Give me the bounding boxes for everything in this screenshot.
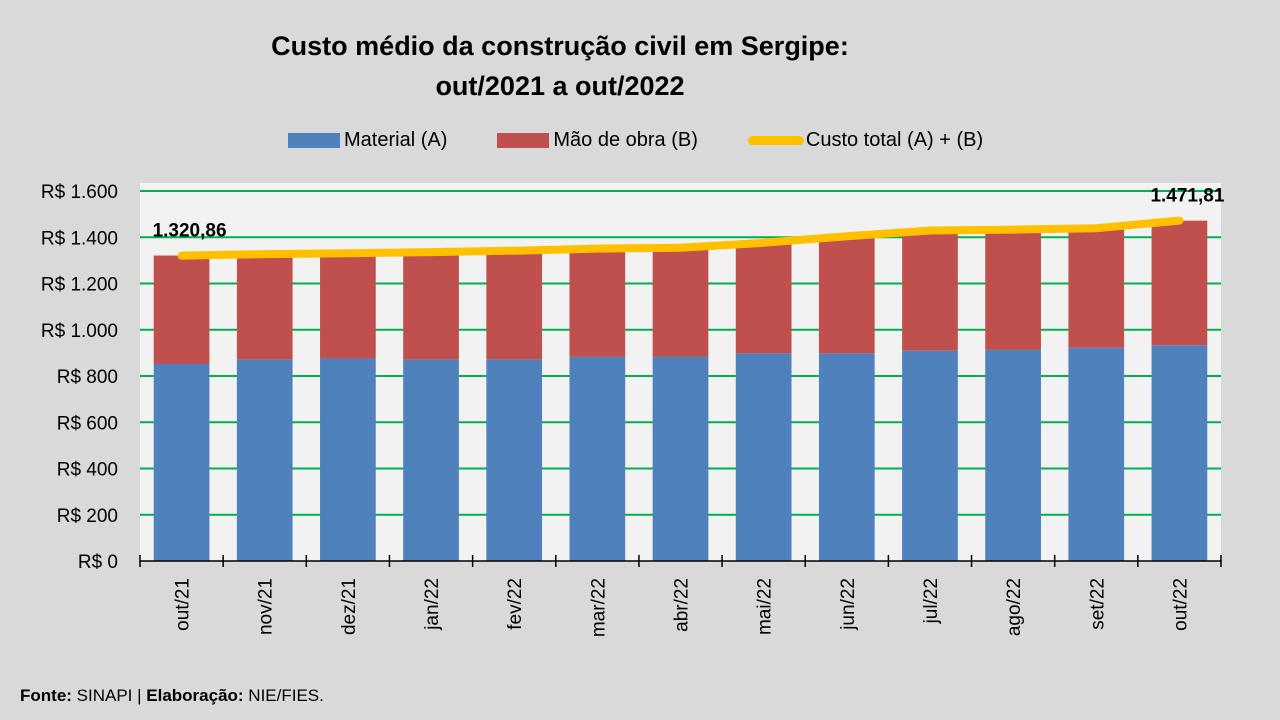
bar-labor	[153, 255, 210, 364]
bar-material	[652, 356, 709, 561]
bar-material	[985, 349, 1041, 561]
legend-label-total: Custo total (A) + (B)	[805, 128, 984, 151]
chart-title-line1: Custo médio da construção civil em Sergi…	[271, 31, 849, 61]
x-tick-label: jan/22	[422, 578, 443, 631]
legend-swatch-material	[288, 132, 340, 148]
bar-material	[735, 353, 792, 561]
y-tick-label: R$ 800	[57, 367, 118, 388]
legend-swatch-total	[747, 135, 804, 145]
x-tick-label: ago/22	[1004, 578, 1025, 636]
total-line-path	[177, 216, 1184, 260]
y-tick-label: R$ 1.200	[41, 275, 118, 296]
x-tick-label: out/21	[173, 578, 194, 631]
bar-material	[569, 356, 626, 561]
y-tick-label: R$ 200	[57, 506, 118, 527]
chart-title-line2: out/2021 a out/2022	[435, 71, 685, 101]
legend-item-labor: Mão de obra (B)	[497, 129, 698, 152]
bar-material	[1151, 345, 1208, 561]
y-tick-label: R$ 0	[78, 552, 118, 573]
x-tick-label: fev/22	[505, 578, 526, 630]
y-tick-label: R$ 1.400	[41, 228, 118, 249]
x-tick-label: out/22	[1170, 578, 1191, 631]
bar-labor	[985, 229, 1041, 350]
bar-material	[902, 350, 958, 561]
x-tick-label: mar/22	[588, 578, 609, 637]
bar-labor	[569, 248, 626, 357]
legend-item-total: Custo total (A) + (B)	[747, 128, 984, 152]
y-axis-tick-labels: R$ 0 R$ 200 R$ 400 R$ 600 R$ 800 R$ 1.000 R$ 1…	[41, 182, 118, 573]
x-tick-label: nov/21	[256, 578, 277, 635]
data-label: 1.320,86	[153, 221, 227, 242]
bar-labor	[486, 250, 543, 360]
bar-labor	[818, 236, 875, 354]
bar-labor	[652, 247, 709, 357]
bar-labor	[403, 252, 459, 360]
bar-labor	[320, 253, 376, 359]
footer-source-value: SINAPI |	[71, 686, 147, 705]
bar-labor	[902, 230, 958, 351]
bar-material	[818, 353, 875, 561]
bar-labor	[1068, 228, 1125, 348]
x-tick-label: dez/21	[339, 578, 360, 635]
footer-source: Fonte: SINAPI | Elaboração: NIE/FIES.	[20, 686, 324, 706]
x-tick-label: jun/22	[838, 578, 859, 631]
legend-label-labor: Mão de obra (B)	[553, 128, 698, 151]
bar-material	[403, 359, 459, 561]
bars	[153, 220, 1208, 561]
legend-item-material: Material (A)	[288, 129, 447, 152]
bar-material	[236, 359, 293, 561]
footer-credit-label: Elaboração:	[146, 686, 244, 705]
y-tick-label: R$ 1.000	[41, 321, 118, 342]
x-axis	[139, 555, 1222, 567]
y-tick-label: R$ 400	[57, 460, 118, 481]
x-tick-label: jul/22	[921, 578, 942, 624]
footer-source-label: Fonte:	[20, 686, 72, 705]
chart-title: Custo médio da construção civil em Sergi…	[5, 26, 1115, 106]
legend-label-material: Material (A)	[344, 128, 448, 151]
bar-labor	[735, 242, 792, 354]
bar-labor	[1151, 220, 1208, 346]
footer-credit-value: NIE/FIES.	[243, 686, 324, 705]
bar-labor	[236, 254, 293, 360]
legend: Material (A) Mão de obra (B) Custo total…	[288, 126, 1033, 154]
bar-material	[1068, 347, 1125, 561]
x-tick-label: set/22	[1087, 578, 1108, 630]
y-tick-label: R$ 1.600	[41, 182, 118, 203]
data-labels: 1.320,86 1.471,81	[153, 186, 1225, 242]
y-tick-label: R$ 600	[57, 413, 118, 434]
x-tick-label: mai/22	[755, 578, 776, 635]
bar-material	[320, 358, 376, 561]
legend-swatch-labor	[497, 132, 550, 148]
bar-material	[153, 363, 210, 561]
total-line	[177, 216, 1184, 260]
x-tick-label: abr/22	[672, 578, 693, 632]
bar-material	[486, 359, 543, 561]
data-label: 1.471,81	[1150, 186, 1224, 207]
x-axis-tick-labels: out/21 nov/21 dez/21 jan/22 fev/22 mar/22 abr/…	[173, 578, 1192, 637]
